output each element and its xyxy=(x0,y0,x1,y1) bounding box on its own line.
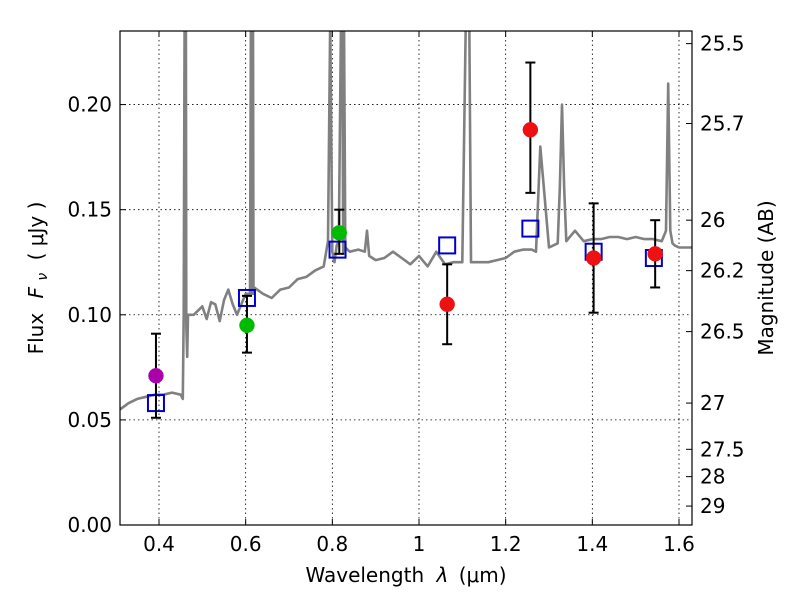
y2-tick-label: 26.2 xyxy=(700,259,745,283)
ticks: 0.4 0.6 0.8 1 1.2 1.4 1.6 0.00 0.05 0.10 0.15 0.20 2… xyxy=(67,31,745,556)
y2-tick-label: 28 xyxy=(700,465,725,489)
observations xyxy=(148,61,663,419)
y-tick-label: 0.10 xyxy=(67,303,112,327)
model-spectrum-line xyxy=(120,31,692,411)
observed-point xyxy=(148,367,164,384)
model-spectrum xyxy=(120,31,692,411)
y2-tick-label: 25.7 xyxy=(700,111,745,135)
y2-axis-label: Magnitude (AB) xyxy=(754,200,778,355)
observed-point xyxy=(647,246,663,262)
y2-tick-label: 29 xyxy=(700,494,725,518)
x-tick-label: 1.4 xyxy=(576,532,608,556)
observed-point xyxy=(239,317,255,334)
observed-point xyxy=(522,122,539,138)
y2-tick-label: 26 xyxy=(700,208,725,232)
x-axis-label: Wavelength λ (μm) xyxy=(305,563,506,587)
y2-tick-label: 25.5 xyxy=(700,32,745,56)
model-photometry-square xyxy=(438,236,457,255)
model-photometry-square xyxy=(328,240,347,259)
y-tick-label: 0.15 xyxy=(67,198,112,222)
x-tick-label: 0.8 xyxy=(316,532,348,556)
observed-point xyxy=(585,250,602,266)
model-photometry-square xyxy=(521,219,540,238)
y2-tick-label: 27 xyxy=(700,391,725,415)
observed-point xyxy=(439,296,455,313)
y2-tick-label: 26.5 xyxy=(700,320,745,344)
y2-tick-label: 27.5 xyxy=(700,437,745,461)
y-tick-label: 0.05 xyxy=(67,408,112,432)
model-photometry xyxy=(146,219,663,413)
x-tick-label: 1.6 xyxy=(663,532,695,556)
y-tick-label: 0.20 xyxy=(67,93,112,117)
y-tick-label: 0.00 xyxy=(67,513,112,537)
observed-point xyxy=(331,225,348,241)
y-axis-label: Flux F ν ( μJy ) xyxy=(24,202,52,355)
x-tick-label: 1 xyxy=(413,532,426,556)
x-tick-label: 0.4 xyxy=(143,532,175,556)
grid xyxy=(120,31,692,526)
plot-frame xyxy=(119,30,693,526)
x-tick-label: 1.2 xyxy=(490,532,522,556)
x-tick-label: 0.6 xyxy=(230,532,262,556)
